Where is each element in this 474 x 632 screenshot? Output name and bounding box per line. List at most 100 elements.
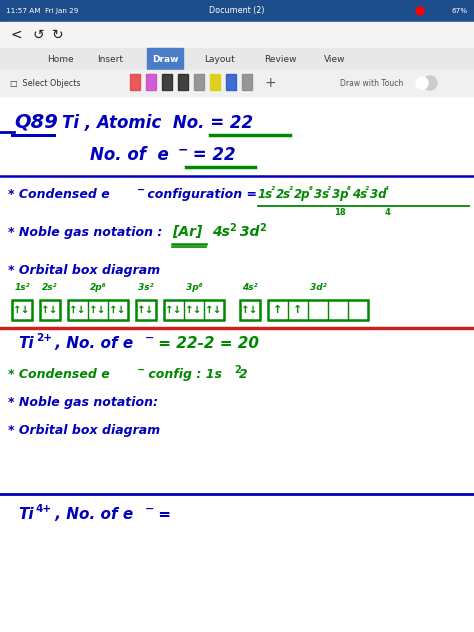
Text: −: − bbox=[137, 365, 145, 375]
Text: 18: 18 bbox=[334, 208, 346, 217]
Text: 3d²: 3d² bbox=[310, 283, 327, 292]
Text: 2s²: 2s² bbox=[42, 283, 58, 292]
Text: ²: ² bbox=[327, 186, 331, 195]
Text: 2+: 2+ bbox=[36, 333, 52, 343]
Text: config : 1s: config : 1s bbox=[144, 368, 222, 381]
Text: , No. of e: , No. of e bbox=[50, 336, 133, 351]
Bar bbox=[178, 74, 188, 90]
Text: 67%: 67% bbox=[452, 8, 468, 14]
Bar bbox=[0, 48, 474, 70]
Text: +: + bbox=[264, 76, 276, 90]
Text: ↑↓: ↑↓ bbox=[69, 305, 87, 315]
Text: −: − bbox=[178, 144, 189, 157]
Text: 2: 2 bbox=[239, 368, 248, 381]
Text: ↑↓: ↑↓ bbox=[185, 305, 203, 315]
Text: ⁴: ⁴ bbox=[385, 186, 389, 195]
Text: Layout: Layout bbox=[205, 54, 236, 63]
Text: = 22-2 = 20: = 22-2 = 20 bbox=[153, 336, 259, 351]
Bar bbox=[162, 74, 172, 90]
Bar bbox=[164, 300, 224, 320]
Text: configuration =: configuration = bbox=[143, 188, 257, 201]
Text: 2: 2 bbox=[259, 223, 266, 233]
Text: −: − bbox=[137, 185, 145, 195]
Text: ↺: ↺ bbox=[32, 28, 44, 42]
Text: Ti , Atomic  No. = 22: Ti , Atomic No. = 22 bbox=[62, 114, 253, 132]
Text: 1s: 1s bbox=[258, 188, 273, 201]
Text: 1s²: 1s² bbox=[14, 283, 30, 292]
Text: 4s²: 4s² bbox=[242, 283, 258, 292]
Text: = 22: = 22 bbox=[187, 146, 236, 164]
Text: 2p: 2p bbox=[294, 188, 310, 201]
Text: 3p: 3p bbox=[332, 188, 348, 201]
Text: ↑↓: ↑↓ bbox=[241, 305, 259, 315]
Text: No. of  e: No. of e bbox=[90, 146, 169, 164]
Text: 2p⁶: 2p⁶ bbox=[90, 283, 106, 292]
Bar bbox=[146, 74, 156, 90]
Text: ↑↓: ↑↓ bbox=[41, 305, 59, 315]
Text: ↑: ↑ bbox=[273, 305, 283, 315]
Text: ²: ² bbox=[365, 186, 369, 195]
Text: ⁶: ⁶ bbox=[347, 186, 351, 195]
Text: Q89: Q89 bbox=[14, 113, 58, 132]
Circle shape bbox=[416, 77, 428, 89]
Text: * Orbital box diagram: * Orbital box diagram bbox=[8, 264, 160, 277]
Text: 2s: 2s bbox=[276, 188, 291, 201]
Circle shape bbox=[416, 7, 424, 15]
Text: ↑↓: ↑↓ bbox=[13, 305, 31, 315]
Text: * Orbital box diagram: * Orbital box diagram bbox=[8, 424, 160, 437]
Bar bbox=[210, 74, 220, 90]
Bar bbox=[242, 74, 252, 90]
Text: ²: ² bbox=[289, 186, 293, 195]
Text: Ti: Ti bbox=[18, 507, 34, 522]
Text: ↑: ↑ bbox=[293, 305, 303, 315]
Bar bbox=[268, 300, 368, 320]
Text: 11:57 AM  Fri Jan 29: 11:57 AM Fri Jan 29 bbox=[6, 8, 78, 14]
Text: ↑↓: ↑↓ bbox=[165, 305, 183, 315]
Bar bbox=[68, 300, 128, 320]
Text: ↑↓: ↑↓ bbox=[89, 305, 107, 315]
Circle shape bbox=[423, 76, 437, 90]
Text: 3p⁶: 3p⁶ bbox=[186, 283, 202, 292]
Bar bbox=[40, 300, 60, 320]
Bar bbox=[147, 48, 183, 70]
Bar bbox=[12, 300, 32, 320]
Text: , No. of e: , No. of e bbox=[50, 507, 133, 522]
Text: * Condensed e: * Condensed e bbox=[8, 188, 110, 201]
Text: −: − bbox=[145, 333, 155, 343]
Bar bbox=[194, 74, 204, 90]
Text: 4s: 4s bbox=[212, 225, 230, 239]
Text: Insert: Insert bbox=[97, 54, 123, 63]
Text: 3s²: 3s² bbox=[138, 283, 154, 292]
Text: Draw: Draw bbox=[152, 54, 178, 63]
Text: Document (2): Document (2) bbox=[209, 6, 265, 16]
Text: Ti: Ti bbox=[18, 336, 34, 351]
Bar bbox=[0, 0, 474, 22]
Text: Review: Review bbox=[264, 54, 296, 63]
Text: 4s: 4s bbox=[352, 188, 367, 201]
Text: 4: 4 bbox=[385, 208, 391, 217]
Text: View: View bbox=[324, 54, 346, 63]
Bar bbox=[130, 74, 140, 90]
Text: Home: Home bbox=[46, 54, 73, 63]
Text: 3s: 3s bbox=[314, 188, 329, 201]
Text: * Noble gas notation :: * Noble gas notation : bbox=[8, 226, 163, 239]
Text: ↑↓: ↑↓ bbox=[109, 305, 127, 315]
Bar bbox=[136, 300, 156, 320]
Text: □  Select Objects: □ Select Objects bbox=[10, 78, 81, 87]
Bar bbox=[226, 74, 236, 90]
Text: 4+: 4+ bbox=[36, 504, 52, 514]
Text: −: − bbox=[145, 504, 155, 514]
Text: Draw with Touch: Draw with Touch bbox=[340, 78, 403, 87]
Text: ↻: ↻ bbox=[52, 28, 64, 42]
Text: <: < bbox=[10, 28, 22, 42]
Text: 3d: 3d bbox=[370, 188, 386, 201]
Text: [Ar]: [Ar] bbox=[172, 225, 202, 239]
Text: ²: ² bbox=[271, 186, 275, 195]
Bar bbox=[0, 70, 474, 96]
Text: =: = bbox=[153, 507, 171, 522]
Text: 3d: 3d bbox=[235, 225, 259, 239]
Bar bbox=[240, 300, 260, 320]
Text: ↑↓: ↑↓ bbox=[205, 305, 223, 315]
Text: * Noble gas notation:: * Noble gas notation: bbox=[8, 396, 158, 409]
Text: * Condensed e: * Condensed e bbox=[8, 368, 110, 381]
